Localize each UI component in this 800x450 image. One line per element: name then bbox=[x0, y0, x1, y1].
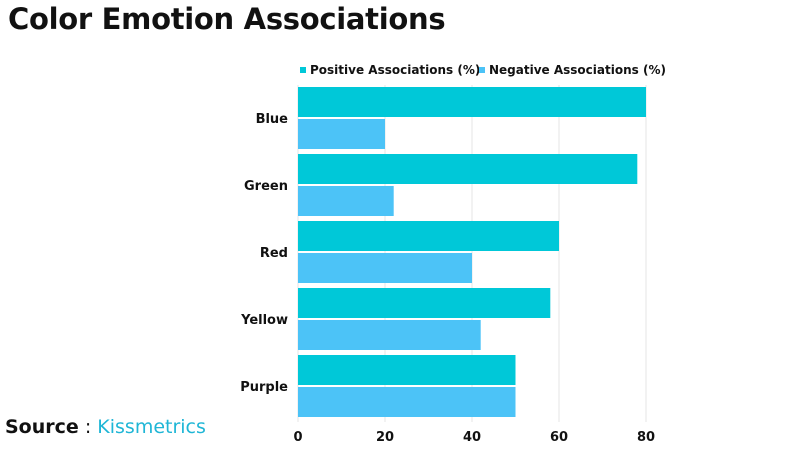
x-tick-label: 20 bbox=[376, 430, 394, 445]
source-link[interactable]: Kissmetrics bbox=[97, 416, 206, 438]
bar-positive bbox=[298, 355, 516, 385]
legend-swatch bbox=[479, 67, 485, 73]
chart-title: Color Emotion Associations bbox=[8, 2, 446, 36]
x-tick-label: 60 bbox=[550, 430, 568, 445]
category-label: Green bbox=[244, 179, 288, 194]
bar-negative bbox=[298, 253, 472, 283]
legend: Positive Associations (%) Negative Associ… bbox=[300, 63, 666, 77]
bar-positive bbox=[298, 154, 638, 184]
bar-positive bbox=[298, 87, 646, 117]
category-label: Yellow bbox=[240, 313, 288, 328]
x-axis-ticks: 0 20 40 60 80 bbox=[293, 430, 655, 445]
x-tick-label: 80 bbox=[637, 430, 655, 445]
category-label: Red bbox=[260, 246, 288, 261]
category-labels: Blue Green Red Yellow Purple bbox=[240, 112, 288, 395]
bar-negative bbox=[298, 186, 394, 216]
source-label: Source bbox=[5, 416, 79, 438]
category-label: Blue bbox=[256, 112, 289, 127]
category-label: Purple bbox=[240, 380, 288, 395]
legend-label: Negative Associations (%) bbox=[489, 63, 666, 77]
x-tick-label: 0 bbox=[293, 430, 302, 445]
bars bbox=[298, 87, 646, 417]
bar-positive bbox=[298, 221, 559, 251]
x-tick-label: 40 bbox=[463, 430, 481, 445]
source-separator: : bbox=[78, 416, 98, 438]
bar-negative bbox=[298, 387, 516, 417]
legend-label: Positive Associations (%) bbox=[310, 63, 480, 77]
bar-negative bbox=[298, 320, 481, 350]
legend-swatch bbox=[300, 67, 306, 73]
bar-negative bbox=[298, 119, 385, 149]
bar-positive bbox=[298, 288, 551, 318]
source-credit: Source : Kissmetrics bbox=[5, 416, 206, 438]
